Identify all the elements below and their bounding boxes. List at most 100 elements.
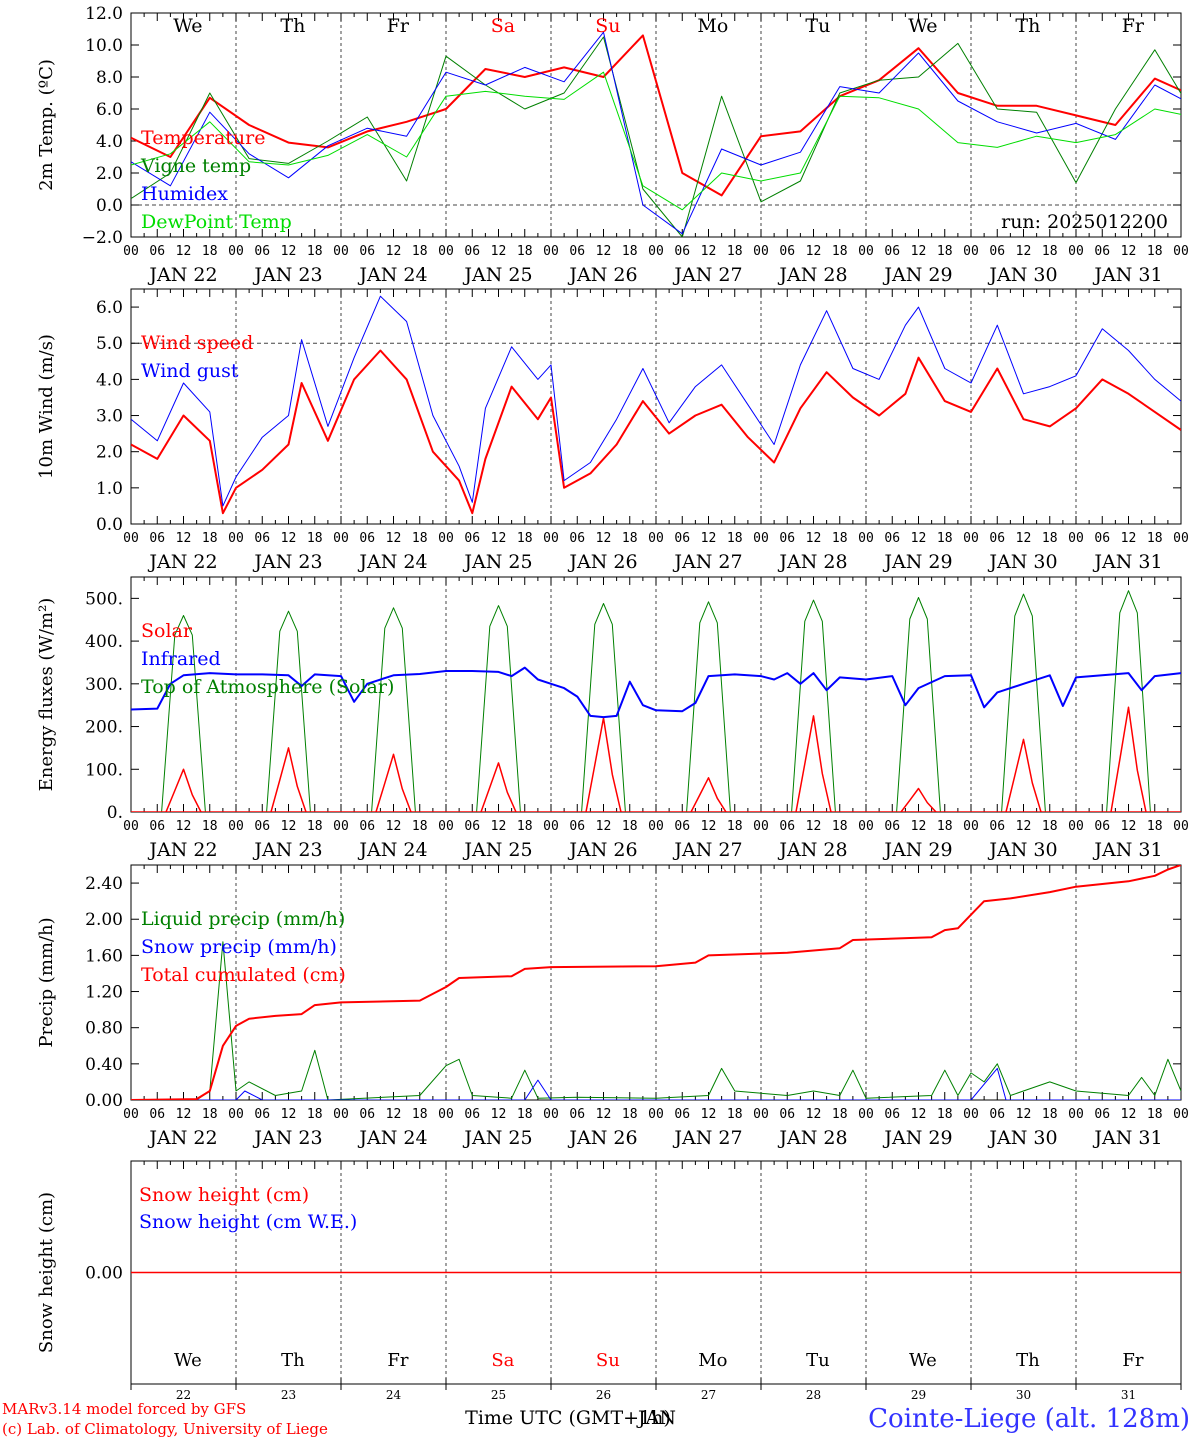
y-axis-label: Precip (mm/h) [36,917,57,1047]
hour-label: 18 [1147,1107,1163,1122]
series-line-wind-speed [131,349,1181,515]
weekday-label-top: We [908,15,937,37]
day-label: JAN 22 [147,264,217,286]
day-label: JAN 22 [147,1127,217,1149]
hour-label: 00 [438,531,454,546]
day-label: JAN 24 [357,1127,427,1149]
day-label: JAN 25 [462,264,532,286]
hour-label: 12 [386,531,402,546]
weekday-label-bottom: Su [596,1350,620,1371]
hour-label: 00 [543,244,559,259]
hour-label: 18 [412,244,428,259]
hour-label: 18 [517,1107,533,1122]
hour-label: 00 [963,531,979,546]
hour-label: 18 [937,531,953,546]
solar-peak [165,768,202,812]
panel-frame [130,12,1182,238]
hour-label: 18 [1042,1107,1058,1122]
panel-4: 2.40 2.00 1.60 1.20 0.80 0.40 0.00 Precip (mm/h… [36,864,1189,1149]
hour-label: 00 [333,244,349,259]
legend-wind-gust: Wind gust [141,360,239,382]
weekday-label-top: Sa [491,15,515,37]
hour-label: 12 [491,819,507,834]
day-label: JAN 26 [567,1127,637,1149]
y-tick-label: −2.0 [82,228,123,248]
hour-label: 12 [596,1107,612,1122]
hour-label: 12 [806,531,822,546]
y-tick-label: 1.60 [85,946,123,966]
plot-area [131,31,1181,237]
hour-label: 06 [569,1107,585,1122]
day-label: JAN 28 [777,1127,847,1149]
hour-label: 18 [622,244,638,259]
hour-label: 00 [438,819,454,834]
solar-peak [585,717,622,812]
hour-label: 06 [1094,531,1110,546]
toa-solar-arc [266,610,311,812]
hour-label: 06 [569,244,585,259]
toa-solar-arc [371,607,416,812]
hour-label: 00 [123,531,139,546]
hour-label: 00 [228,244,244,259]
hour-label: 18 [202,244,218,259]
legend-total-cumulated-cm-: Total cumulated (cm) [141,964,346,986]
day-number-label: 25 [491,1388,506,1402]
series-line-dewpoint-temp [131,71,1181,211]
weekday-label-bottom: Tu [806,1350,830,1371]
day-label: JAN 28 [777,264,847,286]
toa-solar-arc [791,599,836,812]
y-tick-label: 12.0 [85,4,123,24]
weekday-label-bottom: Th [1016,1350,1040,1371]
day-number-label: 29 [911,1388,926,1402]
plot-area [131,590,1181,812]
legend-infrared: Infrared [141,648,221,670]
hour-label: 06 [884,1107,900,1122]
y-tick-label: 2.00 [85,910,123,930]
day-label: JAN 27 [672,551,742,573]
day-label: JAN 23 [252,839,322,861]
hour-label: 12 [281,244,297,259]
day-label: JAN 23 [252,551,322,573]
hour-label: 00 [1068,1107,1084,1122]
hour-label: 06 [149,531,165,546]
hour-label: 18 [832,819,848,834]
hour-label: 00 [123,244,139,259]
hour-label: 12 [1016,531,1032,546]
day-label: JAN 26 [567,551,637,573]
hour-label: 00 [228,531,244,546]
hour-label: 06 [779,1107,795,1122]
weekday-label-bottom: We [174,1350,202,1371]
hour-label: 00 [438,1107,454,1122]
hour-label: 12 [911,244,927,259]
hour-label: 00 [858,244,874,259]
hour-label: 18 [307,819,323,834]
day-number-label: 22 [176,1388,191,1402]
hour-label: 06 [674,244,690,259]
y-tick-label: 200. [85,718,123,738]
y-tick-label: 0.00 [85,1264,123,1284]
solar-peak [1005,738,1042,812]
y-tick-label: 2.0 [96,443,123,463]
hour-label: 18 [1147,819,1163,834]
legend-snow-height-cm-: Snow height (cm) [139,1184,309,1206]
day-number-label: 24 [386,1388,402,1402]
station-name: Cointe-Liege (alt. 128m) [868,1404,1190,1434]
y-tick-label: 0. [107,803,123,823]
hour-label: 18 [202,819,218,834]
series-line-humidex [131,31,1181,235]
cumulated-precip-line [131,865,1181,1100]
hour-label: 18 [1147,244,1163,259]
hour-label: 00 [333,531,349,546]
hour-label: 06 [464,819,480,834]
hour-label: 12 [1121,819,1137,834]
x-axis-title: Time UTC (GMT+1h) [465,1407,671,1429]
day-label: JAN 25 [462,1127,532,1149]
hour-label: 06 [779,531,795,546]
hour-label: 18 [937,819,953,834]
day-number-label: 26 [596,1388,611,1402]
day-label: JAN 26 [567,264,637,286]
weekday-label-top: We [173,15,202,37]
hour-label: 06 [989,819,1005,834]
hour-label: 06 [884,531,900,546]
hour-label: 12 [491,531,507,546]
